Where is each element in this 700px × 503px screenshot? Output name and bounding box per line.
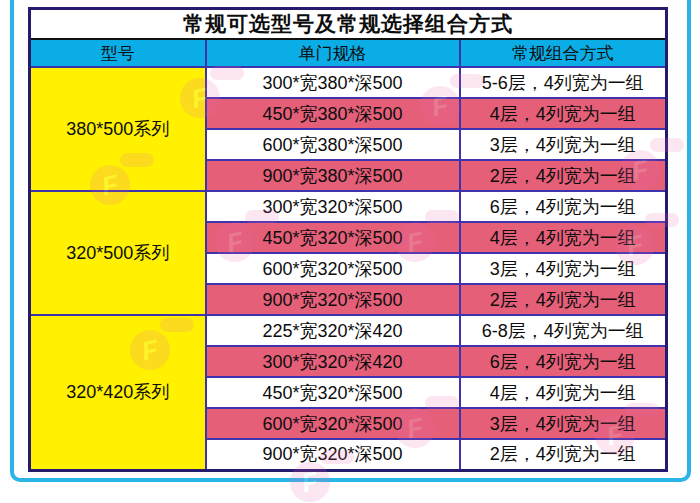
combo-cell: 2层，4列宽为一组 xyxy=(460,160,667,191)
combo-cell: 3层，4列宽为一组 xyxy=(460,253,667,284)
combo-cell: 4层，4列宽为一组 xyxy=(460,98,667,129)
infographic-canvas: F F F F F F F F F F F 常规可选型号及常规选择组合方式 型号… xyxy=(0,0,700,503)
table-title: 常规可选型号及常规选择组合方式 xyxy=(30,9,667,40)
combo-cell: 3层，4列宽为一组 xyxy=(460,129,667,160)
table-header-row: 型号 单门规格 常规组合方式 xyxy=(30,39,667,67)
column-header-spec: 单门规格 xyxy=(206,39,460,67)
table-title-row: 常规可选型号及常规选择组合方式 xyxy=(30,9,667,40)
combo-cell: 6-8层，4列宽为一组 xyxy=(460,315,667,346)
spec-cell: 300*宽320*深500 xyxy=(206,191,460,222)
table-row: 380*500系列 300*宽380*深500 5-6层，4列宽为一组 xyxy=(30,67,667,98)
combo-cell: 2层，4列宽为一组 xyxy=(460,439,667,470)
spec-cell: 600*宽320*深500 xyxy=(206,253,460,284)
page: { "page": { "title": "常规可选型号及常规选择组合方式" }… xyxy=(0,0,700,503)
model-cell-320-420: 320*420系列 xyxy=(30,315,206,470)
spec-cell: 300*宽320*深420 xyxy=(206,346,460,377)
spec-cell: 450*宽320*深500 xyxy=(206,377,460,408)
combo-cell: 6层，4列宽为一组 xyxy=(460,346,667,377)
column-header-combo: 常规组合方式 xyxy=(460,39,667,67)
spec-cell: 900*宽380*深500 xyxy=(206,160,460,191)
spec-cell: 450*宽320*深500 xyxy=(206,222,460,253)
combo-cell: 2层，4列宽为一组 xyxy=(460,284,667,315)
table-row: 320*420系列 225*宽320*深420 6-8层，4列宽为一组 xyxy=(30,315,667,346)
spec-table: 常规可选型号及常规选择组合方式 型号 单门规格 常规组合方式 380*500系列… xyxy=(28,7,668,472)
combo-cell: 4层，4列宽为一组 xyxy=(460,222,667,253)
spec-cell: 600*宽320*深500 xyxy=(206,408,460,439)
spec-cell: 225*宽320*深420 xyxy=(206,315,460,346)
column-header-model: 型号 xyxy=(30,39,206,67)
spec-cell: 450*宽380*深500 xyxy=(206,98,460,129)
combo-cell: 5-6层，4列宽为一组 xyxy=(460,67,667,98)
combo-cell: 4层，4列宽为一组 xyxy=(460,377,667,408)
spec-cell: 900*宽320*深500 xyxy=(206,439,460,470)
spec-cell: 600*宽380*深500 xyxy=(206,129,460,160)
model-cell-380-500: 380*500系列 xyxy=(30,67,206,191)
combo-cell: 6层，4列宽为一组 xyxy=(460,191,667,222)
model-cell-320-500: 320*500系列 xyxy=(30,191,206,315)
table-row: 320*500系列 300*宽320*深500 6层，4列宽为一组 xyxy=(30,191,667,222)
spec-cell: 300*宽380*深500 xyxy=(206,67,460,98)
spec-cell: 900*宽320*深500 xyxy=(206,284,460,315)
combo-cell: 3层，4列宽为一组 xyxy=(460,408,667,439)
